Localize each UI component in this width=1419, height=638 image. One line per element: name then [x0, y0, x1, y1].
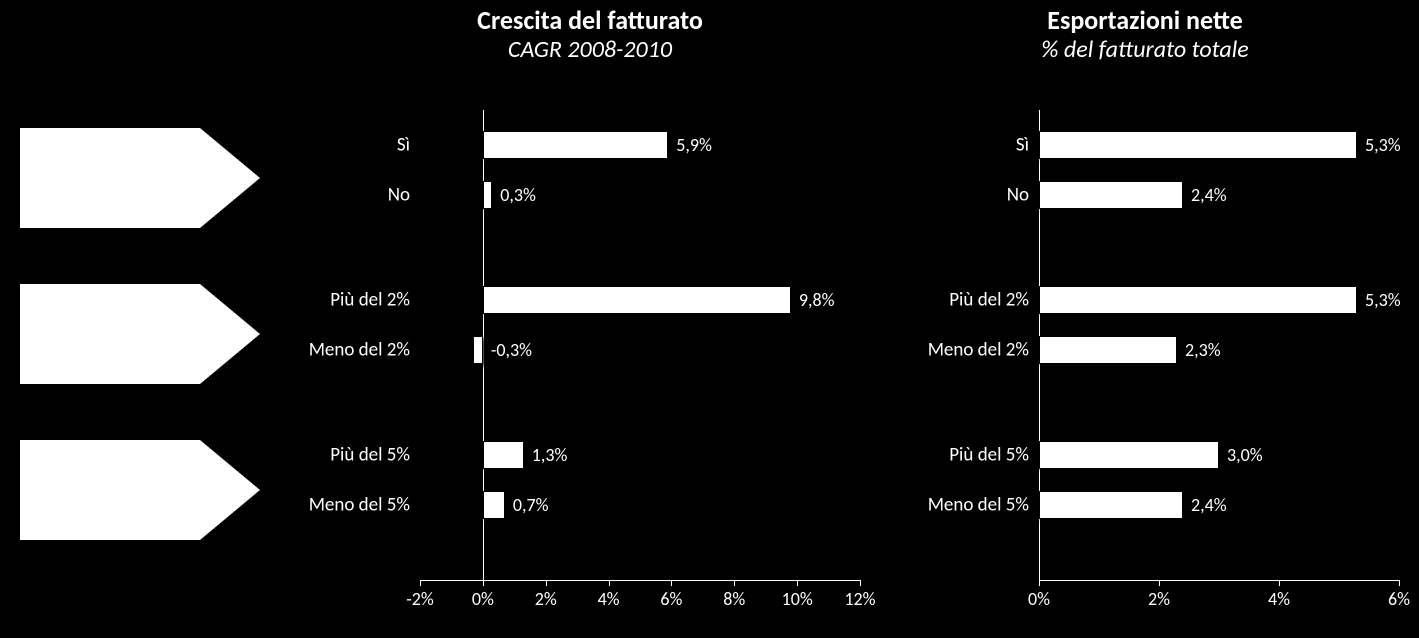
- category-label: No: [1007, 184, 1029, 207]
- bar-value-label: -0,3%: [491, 339, 532, 361]
- category-label: Meno del 2%: [928, 339, 1029, 362]
- right-chart: 0%2%4%6%Sì5,3%No2,4%Più del 2%5,3%Meno d…: [899, 100, 1399, 618]
- category-label: Meno del 2%: [309, 339, 410, 362]
- bar: [1039, 181, 1183, 209]
- bar-value-label: 2,4%: [1191, 184, 1227, 206]
- x-tick-mark: [1279, 580, 1280, 586]
- category-label: Più del 2%: [330, 289, 410, 312]
- x-tick-label: 6%: [1388, 588, 1410, 610]
- bar-value-label: 1,3%: [532, 444, 568, 466]
- left-title-wrap: Crescita del fatturato CAGR 2008-2010: [477, 6, 703, 65]
- bar-value-label: 9,8%: [799, 289, 835, 311]
- x-tick-label: 0%: [472, 588, 494, 610]
- x-tick-mark: [546, 580, 547, 586]
- x-tick-label: 2%: [1148, 588, 1170, 610]
- bar: [483, 131, 668, 159]
- right-title-wrap: Esportazioni nette % del fatturato total…: [1041, 6, 1248, 65]
- x-tick-mark: [797, 580, 798, 586]
- x-tick-label: 6%: [660, 588, 682, 610]
- bar-value-label: 5,3%: [1365, 289, 1401, 311]
- bar: [1039, 336, 1177, 364]
- bar: [1039, 131, 1357, 159]
- bar-value-label: 0,3%: [500, 184, 536, 206]
- bar-value-label: 5,9%: [676, 134, 712, 156]
- bar: [1039, 286, 1357, 314]
- category-label: Più del 5%: [949, 444, 1029, 467]
- x-tick-label: 12%: [844, 588, 875, 610]
- x-tick-mark: [1039, 580, 1040, 586]
- x-tick-label: -2%: [406, 588, 434, 610]
- x-tick-mark: [420, 580, 421, 586]
- right-chart-title: Esportazioni nette: [1041, 6, 1248, 36]
- x-tick-mark: [483, 580, 484, 586]
- category-label: Più del 5%: [330, 444, 410, 467]
- x-tick-label: 0%: [1028, 588, 1050, 610]
- x-tick-mark: [1159, 580, 1160, 586]
- left-chart: -2%0%2%4%6%8%10%12%Sì5,9%No0,3%Più del 2…: [280, 100, 860, 618]
- bar: [483, 286, 791, 314]
- x-tick-mark: [860, 580, 861, 586]
- x-tick-mark: [609, 580, 610, 586]
- x-tick-label: 8%: [723, 588, 745, 610]
- x-tick-label: 2%: [535, 588, 557, 610]
- arrow-shape-1: [20, 128, 260, 228]
- bar: [1039, 491, 1183, 519]
- category-label: Meno del 5%: [309, 494, 410, 517]
- category-label: Sì: [1016, 134, 1029, 157]
- arrow-shape-3: [20, 440, 260, 540]
- x-tick-mark: [671, 580, 672, 586]
- category-label: Meno del 5%: [928, 494, 1029, 517]
- bar: [473, 336, 482, 364]
- category-label: Più del 2%: [949, 289, 1029, 312]
- x-tick-mark: [734, 580, 735, 586]
- charts-area: -2% 0% 2% 4% 6% 8% 10% 12% Sì 5,9% No 0,3% Più del 2…: [280, 100, 1399, 618]
- bar-value-label: 2,3%: [1185, 339, 1221, 361]
- category-label: No: [388, 184, 410, 207]
- x-tick-label: 4%: [1268, 588, 1290, 610]
- bar: [1039, 441, 1219, 469]
- bar-value-label: 2,4%: [1191, 494, 1227, 516]
- arrow-shape-2: [20, 284, 260, 384]
- bar: [483, 441, 524, 469]
- chart-gap: [860, 100, 899, 618]
- bar-value-label: 5,3%: [1365, 134, 1401, 156]
- x-tick-mark: [1399, 580, 1400, 586]
- x-tick-label: 10%: [782, 588, 813, 610]
- bar-value-label: 3,0%: [1227, 444, 1263, 466]
- category-label: Sì: [397, 134, 410, 157]
- x-axis-line: [420, 580, 860, 581]
- left-chart-subtitle: CAGR 2008-2010: [477, 36, 703, 65]
- x-axis-line: [1039, 580, 1399, 581]
- bar: [483, 181, 492, 209]
- bar: [483, 491, 505, 519]
- right-chart-subtitle: % del fatturato totale: [1041, 36, 1248, 65]
- x-tick-label: 4%: [598, 588, 620, 610]
- left-chart-title: Crescita del fatturato: [477, 6, 703, 36]
- bar-value-label: 0,7%: [513, 494, 549, 516]
